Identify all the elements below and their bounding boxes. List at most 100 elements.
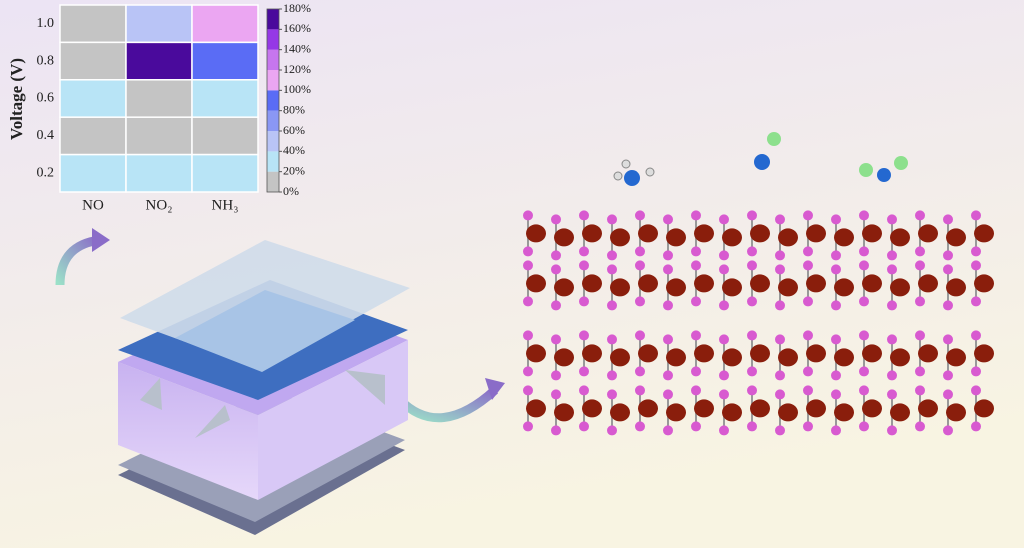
heatmap-cell [59, 116, 127, 156]
atom-pink [803, 210, 813, 221]
atom-pink [719, 370, 729, 381]
atom-red [890, 278, 910, 297]
colorbar-tick-label: 80% [283, 102, 305, 116]
atom-red [526, 274, 546, 293]
atom-red [526, 399, 546, 418]
y-tick-label: 1.0 [37, 16, 55, 31]
heatmap-cell [59, 41, 127, 81]
atom-red [946, 403, 966, 422]
colorbar-swatch [267, 70, 279, 91]
atom-red [582, 224, 602, 243]
atom-pink [831, 214, 841, 225]
atom-red [554, 228, 574, 247]
atom-red [554, 348, 574, 367]
heatmap-cell [125, 41, 193, 81]
atom-red [750, 344, 770, 363]
atom-pink [747, 246, 757, 257]
y-tick-label: 0.4 [37, 128, 55, 143]
atom-red [946, 228, 966, 247]
atom-pink [943, 334, 953, 345]
atom-pink [831, 425, 841, 436]
colorbar-swatch [267, 49, 279, 70]
atom-pink [607, 370, 617, 381]
atom-pink [579, 296, 589, 307]
heatmap-cell [191, 116, 259, 156]
atom-pink [719, 389, 729, 400]
atom-red [862, 399, 882, 418]
atom-red [554, 278, 574, 297]
heatmap-cell [59, 153, 127, 193]
atom-pink [523, 366, 533, 377]
atom-pink [579, 330, 589, 341]
atom-pink [887, 370, 897, 381]
atom-pink [635, 366, 645, 377]
atom-pink [691, 385, 701, 396]
colorbar-tick-label: 20% [283, 163, 305, 177]
atom-pink [831, 389, 841, 400]
atom-red [610, 403, 630, 422]
atom-red [694, 399, 714, 418]
atom-pink [719, 264, 729, 275]
atom-red [722, 278, 742, 297]
atom-red [946, 278, 966, 297]
atom-pink [915, 330, 925, 341]
atom-pink [943, 425, 953, 436]
atom-red [862, 274, 882, 293]
atom-pink [803, 296, 813, 307]
atom-pink [971, 210, 981, 221]
atom-pink [663, 425, 673, 436]
x-tick-label: NH₃ [212, 197, 239, 213]
colorbar-swatch [267, 110, 279, 131]
atom-red [974, 399, 994, 418]
atom-pink [775, 334, 785, 345]
atom-pink [887, 425, 897, 436]
atom-pink [943, 250, 953, 261]
atom-pink [719, 214, 729, 225]
atom-pink [859, 260, 869, 271]
atom-pink [775, 300, 785, 311]
atom-red [750, 399, 770, 418]
atom-red [806, 274, 826, 293]
atom-pink [803, 260, 813, 271]
atom-pink [831, 250, 841, 261]
atom-red [666, 348, 686, 367]
atom-pink [915, 421, 925, 432]
atom-red [918, 399, 938, 418]
atom-pink [971, 385, 981, 396]
atom-pink [579, 385, 589, 396]
atom-pink [831, 264, 841, 275]
atom-red [638, 224, 658, 243]
heatmap-cell [125, 4, 193, 44]
atom-pink [775, 264, 785, 275]
atom-pink [803, 246, 813, 257]
y-tick-label: 0.2 [37, 166, 55, 181]
atom-red [610, 228, 630, 247]
atom-red [806, 224, 826, 243]
atom-pink [859, 421, 869, 432]
atom-pink [663, 370, 673, 381]
atom-pink [859, 296, 869, 307]
atom-pink [971, 246, 981, 257]
atom-pink [551, 334, 561, 345]
atom-pink [579, 421, 589, 432]
atom-pink [887, 334, 897, 345]
x-tick-label: NO [82, 197, 104, 213]
atom-red [918, 274, 938, 293]
atom-red [890, 403, 910, 422]
atom-red [666, 228, 686, 247]
atom-pink [887, 250, 897, 261]
atom-red [638, 274, 658, 293]
atom-pink [775, 370, 785, 381]
atom-pink [607, 214, 617, 225]
heatmap-cell [125, 116, 193, 156]
device-illustration [55, 228, 505, 535]
atom-pink [915, 296, 925, 307]
heatmap-cell [191, 153, 259, 193]
atom-red [778, 403, 798, 422]
atom-red [778, 348, 798, 367]
atom-pink [523, 385, 533, 396]
y-axis-label: Voltage (V) [7, 58, 26, 140]
atom-red [554, 403, 574, 422]
atom-red [890, 348, 910, 367]
